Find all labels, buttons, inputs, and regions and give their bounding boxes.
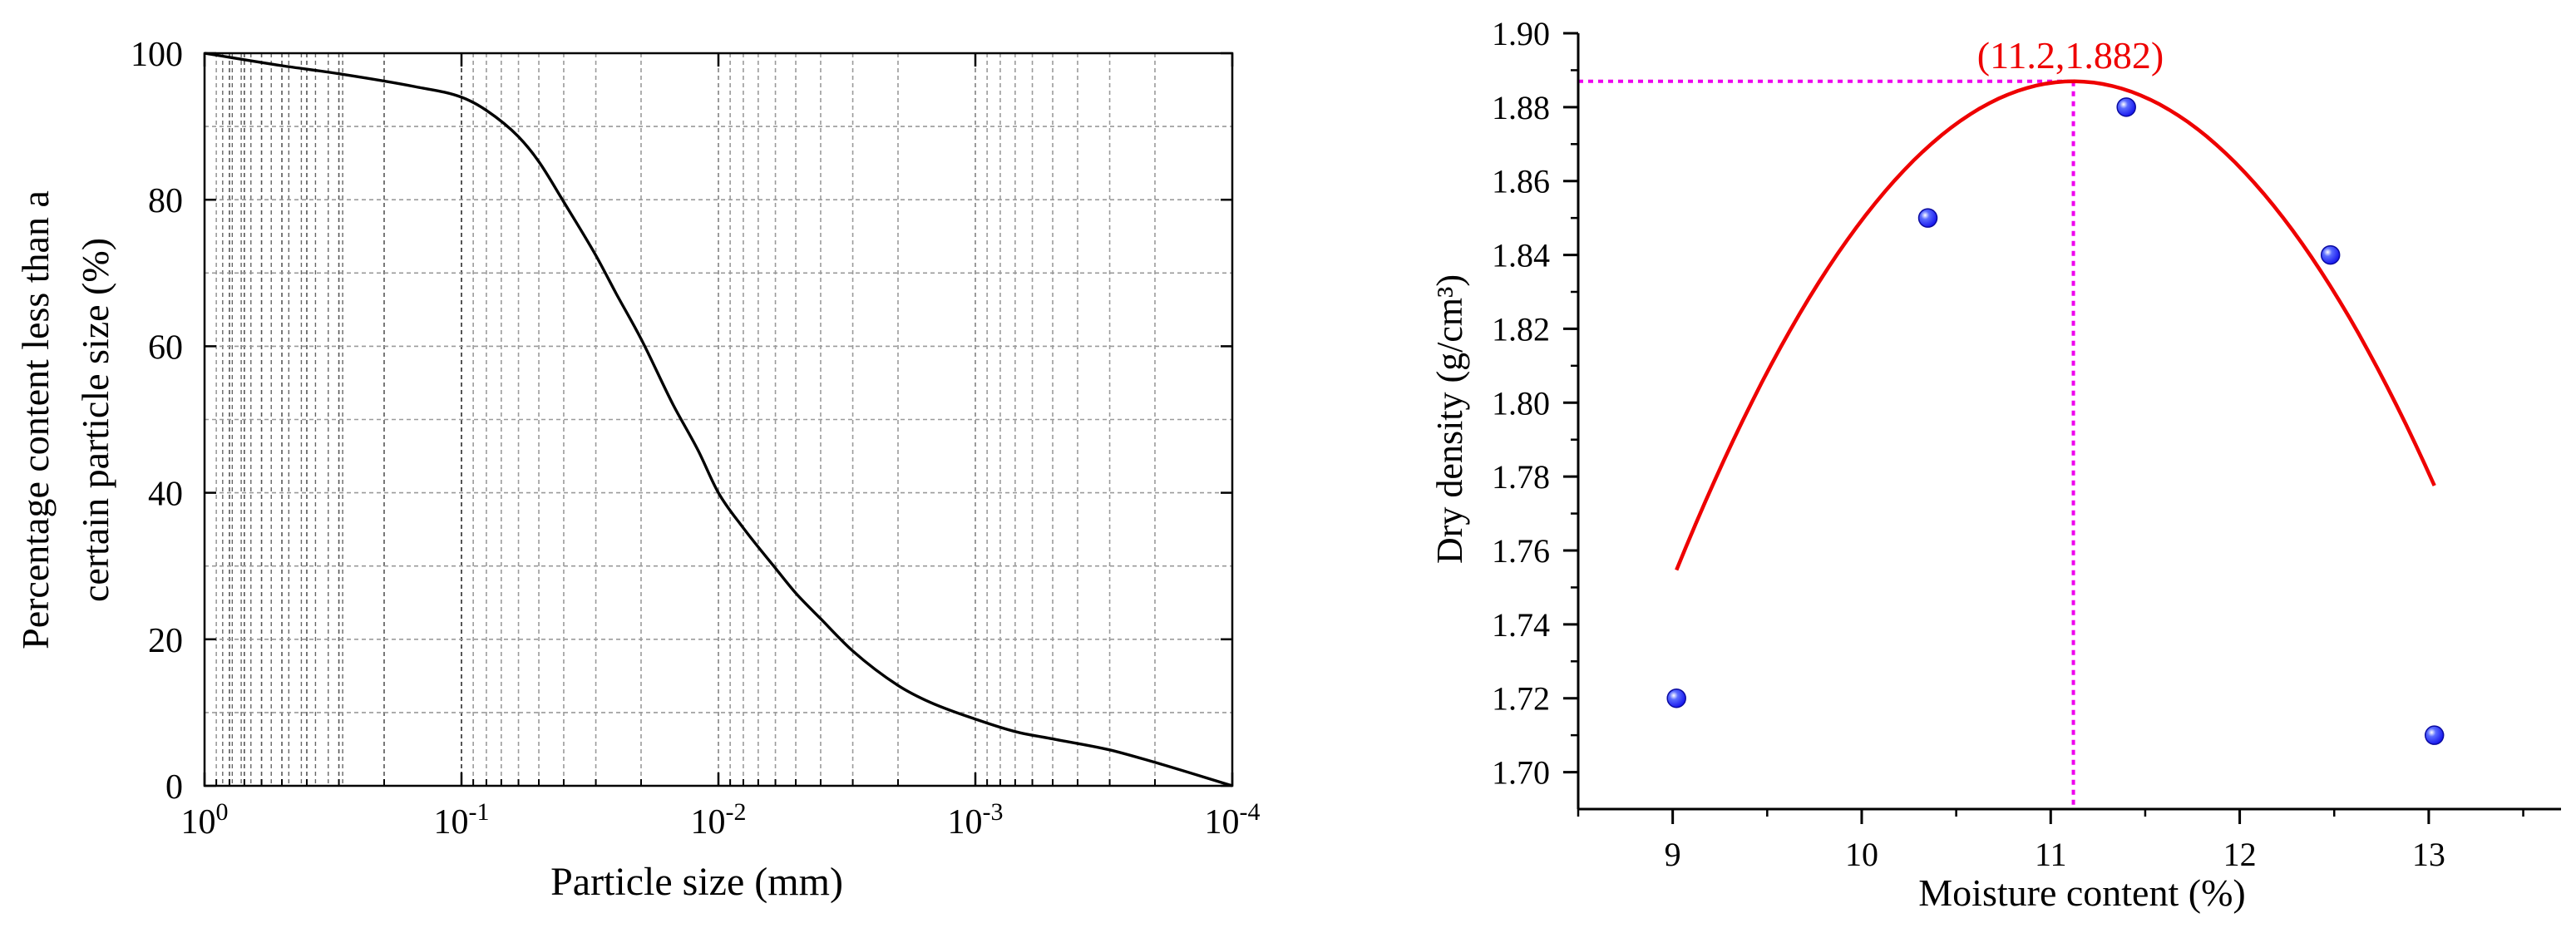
c1-x-tick-label: 10-3 xyxy=(948,798,1004,842)
c1-x-tick-label: 10-1 xyxy=(434,798,490,842)
c1-x-axis-title: Particle size (mm) xyxy=(550,860,843,904)
c2-y-tick-label: 1.70 xyxy=(1492,754,1550,792)
c1-series-line xyxy=(204,52,1233,787)
c2-tick-labels: 1.70 1.72 1.74 1.76 1.78 1.80 1.82 1.84 1.86 1.88… xyxy=(1492,15,2445,873)
c2-y-tick-label: 1.78 xyxy=(1492,458,1550,496)
c2-x-tick-label: 10 xyxy=(1845,836,1878,873)
c2-fit-layer xyxy=(1675,79,2436,571)
c2-data-point xyxy=(1917,208,1938,228)
c2-fit-curve xyxy=(1675,79,2436,571)
c2-y-tick-label: 1.90 xyxy=(1492,15,1550,52)
c2-y-tick-label: 1.82 xyxy=(1492,310,1550,348)
c2-guide-lines xyxy=(1578,79,2075,809)
c1-x-tick-label: 100 xyxy=(181,798,229,842)
c2-y-tick-label: 1.76 xyxy=(1492,532,1550,570)
c1-curve-layer xyxy=(204,52,1233,787)
c2-y-tick-label: 1.84 xyxy=(1492,237,1550,274)
c1-grid xyxy=(205,53,1233,786)
c1-y-tick-label: 40 xyxy=(148,476,183,514)
c2-y-tick-label: 1.72 xyxy=(1492,680,1550,718)
c2-annotation: (11.2,1.882) xyxy=(1977,34,2164,77)
c2-y-tick-label: 1.88 xyxy=(1492,89,1550,126)
c1-y-axis-title-line2: certain particle size (%) xyxy=(74,238,116,602)
c2-y-tick-label: 1.74 xyxy=(1492,606,1550,644)
c2-y-axis-title: Dry density (g/cm³) xyxy=(1429,274,1470,564)
c2-data-point xyxy=(1666,688,1686,708)
compaction-chart: 1.70 1.72 1.74 1.76 1.78 1.80 1.82 1.84 1.86 1.88… xyxy=(1429,15,2561,914)
c1-y-tick-label: 100 xyxy=(131,36,183,74)
c2-x-tick-label: 11 xyxy=(2035,836,2067,873)
c1-tick-labels: 0 20 40 60 80 100 100 10-1 10-2 10-3 10-4 xyxy=(131,36,1261,842)
c1-x-tick-label: 10-4 xyxy=(1205,798,1261,842)
c2-y-tick-label: 1.80 xyxy=(1492,384,1550,422)
c2-x-tick-label: 9 xyxy=(1665,836,1681,873)
c2-points-layer xyxy=(1666,97,2445,745)
c1-x-tick-label: 10-2 xyxy=(691,798,747,842)
c1-y-tick-label: 20 xyxy=(148,622,183,660)
c1-y-tick-label: 0 xyxy=(165,768,183,807)
c1-y-axis-title-line1: Percentage content less than a xyxy=(14,190,57,649)
c2-x-axis-title: Moisture content (%) xyxy=(1918,871,2245,914)
particle-size-chart: 0 20 40 60 80 100 100 10-1 10-2 10-3 10-4 Particle… xyxy=(14,36,1261,904)
c2-data-point xyxy=(2320,244,2341,265)
c2-axes xyxy=(1563,32,2561,824)
c1-axes xyxy=(203,52,1234,787)
c2-x-tick-label: 12 xyxy=(2223,836,2257,873)
c2-y-tick-label: 1.86 xyxy=(1492,163,1550,200)
c2-data-point xyxy=(2116,97,2136,117)
c2-x-tick-label: 13 xyxy=(2412,836,2445,873)
c2-data-point xyxy=(2424,725,2445,745)
c1-y-tick-label: 60 xyxy=(148,328,183,367)
c1-y-tick-label: 80 xyxy=(148,182,183,220)
